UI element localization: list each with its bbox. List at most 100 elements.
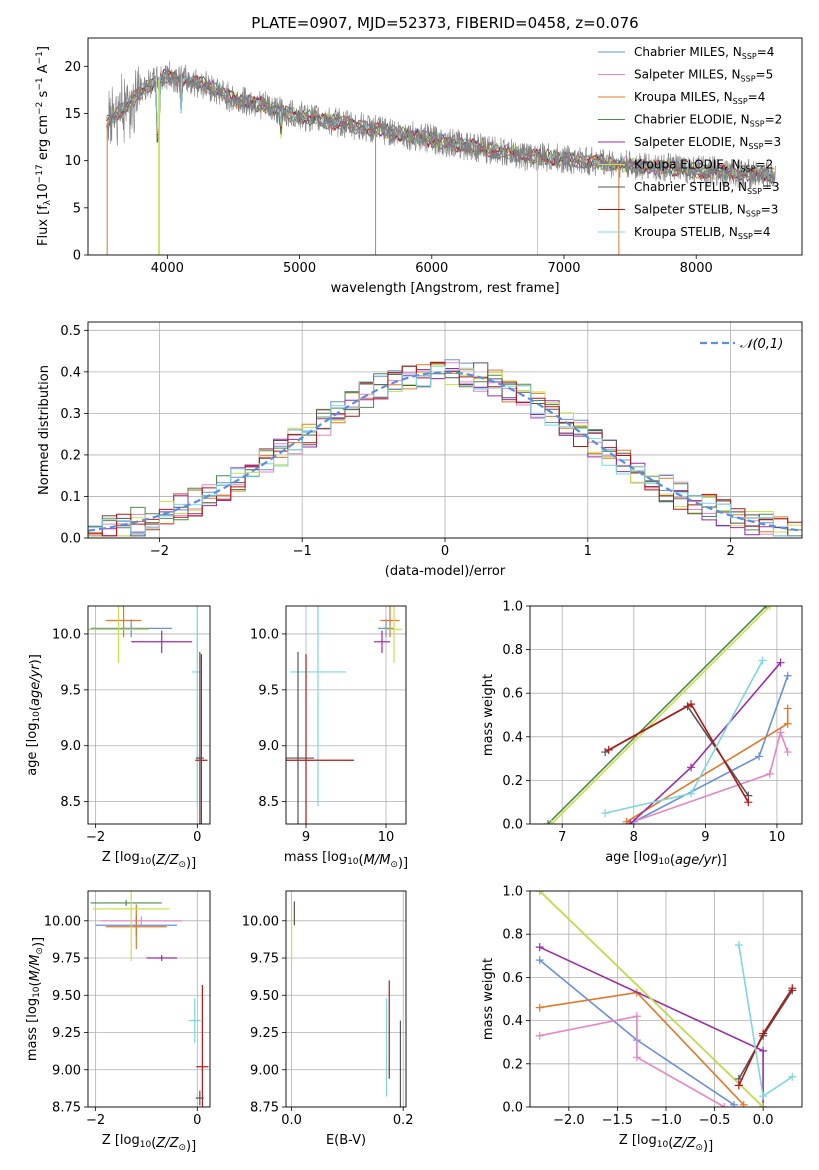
y-tick-label: 9.5 [60, 683, 81, 698]
y-tick-label: 10.0 [250, 627, 279, 642]
weight-marker [776, 658, 785, 667]
weight-marker [601, 748, 610, 757]
x-tick-label: 8 [630, 830, 638, 845]
y-tick-label: 9.25 [250, 1026, 279, 1041]
weight-marker [730, 1100, 738, 1107]
x-tick-label: −0.5 [699, 1113, 731, 1128]
y-tick-label: 9.75 [250, 952, 279, 967]
weight-vs-z-panel: −2.0 −1.5 −1.0 −0.5 0.0 0.0 0.2 0.4 0.6 0.8 1.0 Z [… [481, 885, 803, 1154]
x-tick-label: 2 [726, 544, 734, 559]
normal-reference-curve [88, 371, 802, 532]
y-tick-label: 9.00 [250, 1063, 279, 1078]
weight-marker [601, 809, 610, 818]
x-tick-label: −2 [150, 544, 169, 559]
weight-marker [535, 891, 544, 895]
y-axis-label: mass weight [481, 674, 496, 756]
weight-marker [776, 728, 785, 737]
legend-label: Chabrier STELIB, NSSP=3 [634, 180, 780, 196]
weight-marker [783, 704, 792, 713]
y-axis-label: mass weight [481, 958, 496, 1040]
weight-marker [547, 820, 556, 824]
x-axis-label: (data-model)/error [385, 564, 506, 579]
x-tick-label: 6000 [415, 261, 448, 276]
legend-label: 𝒩(0,1) [740, 337, 783, 352]
weight-line [550, 606, 771, 824]
weight-line [539, 991, 745, 1106]
y-tick-label: 8.5 [258, 795, 279, 810]
axes-frame [87, 605, 211, 825]
y-tick-label: 0.4 [502, 730, 523, 745]
y-tick-label: 0.4 [60, 365, 81, 380]
legend-label: Kroupa MILES, NSSP=4 [634, 90, 765, 106]
y-tick-label: 9.0 [60, 739, 81, 754]
y-tick-label: 0.6 [502, 971, 523, 986]
legend-label: Salpeter STELIB, NSSP=3 [634, 203, 778, 219]
legend-label: Chabrier MILES, NSSP=4 [634, 45, 774, 61]
x-tick-label: −2 [86, 830, 105, 845]
x-tick-label: 0 [193, 1113, 201, 1128]
age-vs-mass-panel: 9 10 8.5 9.0 9.5 10.0 mass [log10(M/M⊙)] [250, 605, 408, 871]
axes-frame [87, 321, 803, 539]
y-tick-label: 9.75 [52, 952, 81, 967]
y-tick-label: 0.2 [502, 1057, 523, 1072]
y-tick-label: 0.1 [60, 490, 81, 505]
y-tick-label: 9.0 [258, 739, 279, 754]
y-tick-label: 15 [64, 107, 81, 122]
x-tick-label: 0.0 [753, 1113, 774, 1128]
y-tick-label: 8.75 [250, 1101, 279, 1116]
figure-title: PLATE=0907, MJD=52373, FIBERID=0458, z=0… [251, 14, 638, 32]
weight-line [738, 989, 793, 1080]
y-tick-label: 20 [64, 60, 81, 75]
weight-marker [788, 1072, 797, 1081]
weight-marker [535, 956, 544, 965]
y-tick-label: 10 [64, 154, 81, 169]
weight-line [539, 1015, 725, 1107]
y-tick-label: 9.25 [52, 1026, 81, 1041]
x-tick-label: 1 [584, 544, 592, 559]
weight-marker [535, 943, 544, 952]
weight-line [547, 606, 767, 824]
x-tick-label: −1.5 [602, 1113, 634, 1128]
weight-marker [783, 748, 792, 757]
axes-frame [529, 605, 803, 825]
x-axis-label: wavelength [Angstrom, rest frame] [331, 281, 560, 296]
axes-frame [87, 890, 211, 1108]
weight-marker [535, 1003, 544, 1012]
x-axis-label: E(B-V) [326, 1133, 366, 1148]
weight-marker [632, 1012, 641, 1021]
x-tick-label: 10 [378, 830, 395, 845]
y-tick-label: 0.6 [502, 687, 523, 702]
x-tick-label: 7 [558, 830, 566, 845]
weight-marker [543, 820, 552, 824]
weight-marker [744, 798, 753, 807]
weight-line [604, 705, 749, 797]
weight-marker [759, 1029, 768, 1038]
x-tick-label: −2 [86, 1113, 105, 1128]
y-tick-label: 8.5 [60, 795, 81, 810]
weight-marker [734, 1081, 743, 1090]
x-tick-label: 7000 [547, 261, 580, 276]
weight-marker [604, 745, 613, 754]
y-tick-label: 9.50 [250, 989, 279, 1004]
legend-label: Salpeter ELODIE, NSSP=3 [634, 135, 781, 151]
y-tick-label: 10.0 [52, 627, 81, 642]
weight-marker [783, 719, 792, 728]
weight-marker [535, 1031, 544, 1040]
weight-marker [687, 789, 696, 798]
spectrum-panel: 4000 5000 6000 7000 8000 0 5 10 15 20 wavelength [… [35, 37, 803, 296]
x-tick-label: −1 [293, 544, 312, 559]
x-tick-label: 4000 [151, 261, 184, 276]
weight-marker [758, 656, 767, 665]
residual-histogram [88, 365, 802, 537]
y-tick-label: 0.5 [60, 324, 81, 339]
weight-marker [759, 1103, 768, 1107]
x-tick-label: 0 [193, 830, 201, 845]
x-axis-label: Z [log10(Z/Z⊙)] [102, 1133, 196, 1154]
x-tick-label: 0.0 [281, 1113, 302, 1128]
y-axis-label: Normed distribution [37, 365, 52, 495]
observed-spectrum-line [107, 61, 776, 189]
weight-marker [788, 984, 797, 993]
x-tick-label: 10 [769, 830, 786, 845]
x-tick-label: −2.0 [553, 1113, 585, 1128]
